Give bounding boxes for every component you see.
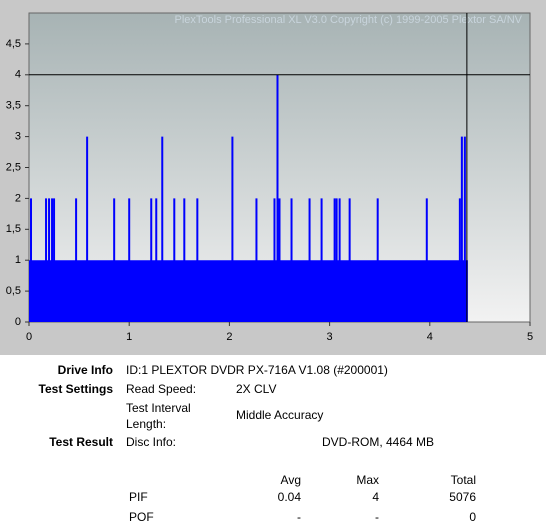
- x-tick-label: 1: [126, 331, 132, 343]
- x-tick-label: 0: [26, 331, 32, 343]
- y-tick-label: 2,5: [6, 161, 21, 173]
- value: ID:1 PLEXTOR DVDR PX-716A V1.08 (#200001…: [126, 363, 388, 377]
- label: Test Result: [49, 435, 113, 449]
- x-tick-label: 2: [226, 331, 232, 343]
- y-tick-label: 4,5: [6, 38, 21, 50]
- y-tick-label: 3: [15, 131, 21, 143]
- label: Test Settings: [39, 382, 114, 396]
- cell: 4: [372, 490, 379, 504]
- label: Drive Info: [58, 363, 113, 377]
- baseline-area: [29, 260, 468, 322]
- y-tick-label: 3,5: [6, 100, 21, 112]
- y-tick-label: 4: [15, 69, 21, 81]
- cell: 0.04: [278, 490, 302, 504]
- watermark: PlexTools Professional XL V3.0 Copyright…: [175, 14, 523, 26]
- label: Disc Info:: [126, 435, 176, 449]
- cell: -: [297, 510, 301, 523]
- value: 2X CLV: [236, 382, 276, 396]
- column-header: Total: [451, 473, 476, 487]
- cell: -: [375, 510, 379, 523]
- y-tick-label: 1,5: [6, 223, 21, 235]
- label: Read Speed:: [126, 382, 196, 396]
- cell: 5076: [449, 490, 476, 504]
- x-tick-label: 5: [527, 331, 533, 343]
- column-header: Max: [356, 473, 379, 487]
- row-label: PIF: [129, 490, 148, 504]
- row-label: POF: [129, 510, 154, 523]
- label: Length:: [126, 417, 166, 431]
- x-tick-label: 3: [327, 331, 333, 343]
- y-tick-label: 0: [15, 316, 21, 328]
- y-tick-label: 2: [15, 192, 21, 204]
- y-tick-label: 1: [15, 254, 21, 266]
- y-tick-label: 0,5: [6, 285, 21, 297]
- value: Middle Accuracy: [236, 408, 323, 422]
- label: Test Interval: [126, 401, 191, 415]
- column-header: Avg: [281, 473, 301, 487]
- x-tick-label: 4: [427, 331, 433, 343]
- value: DVD-ROM, 4464 MB: [322, 435, 434, 449]
- cell: 0: [469, 510, 476, 523]
